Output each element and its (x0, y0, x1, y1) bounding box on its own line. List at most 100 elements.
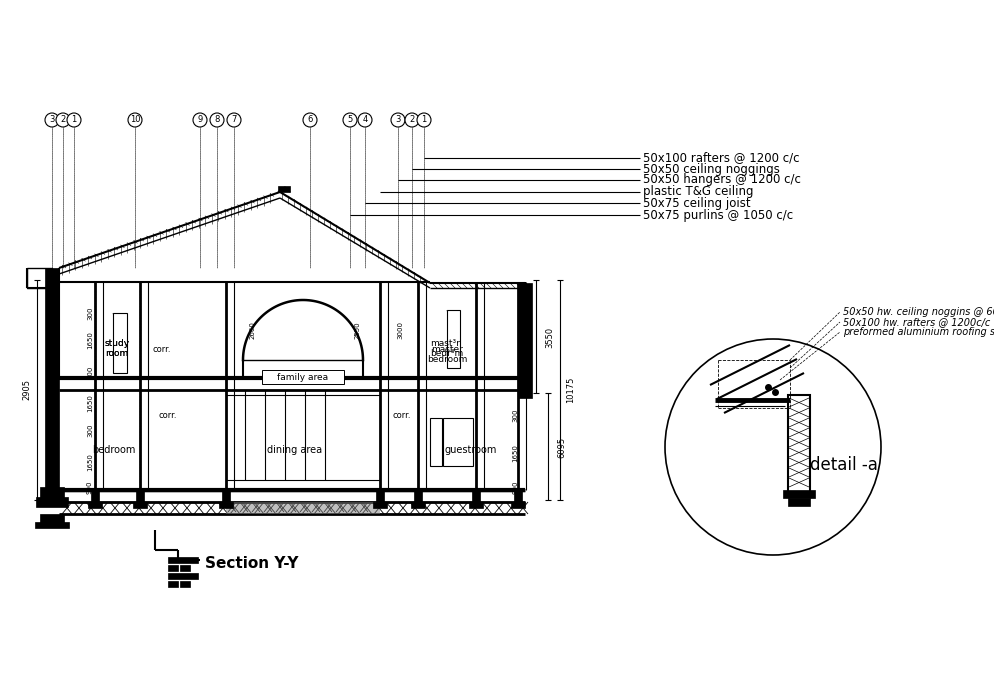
Text: dining area: dining area (267, 445, 322, 455)
Text: 5: 5 (347, 115, 352, 124)
Circle shape (405, 113, 418, 127)
Text: 300: 300 (86, 306, 92, 320)
Text: 6: 6 (307, 115, 312, 124)
Bar (136, 490, 144, 502)
Bar (787, 498, 809, 506)
Bar (27, 268, 52, 288)
Text: 2: 2 (61, 115, 66, 124)
Text: 3: 3 (50, 115, 55, 124)
Bar (429, 418, 441, 466)
Text: room: room (105, 348, 128, 358)
Bar (180, 565, 190, 571)
Text: 3550: 3550 (545, 327, 554, 348)
Bar (226, 502, 380, 514)
Bar (376, 490, 384, 502)
Bar (277, 186, 289, 192)
Circle shape (45, 113, 59, 127)
Circle shape (56, 113, 70, 127)
Text: 3: 3 (395, 115, 401, 124)
Bar (511, 502, 525, 508)
Text: master: master (430, 346, 462, 354)
Circle shape (358, 113, 372, 127)
Text: study: study (104, 339, 129, 348)
Text: 900: 900 (86, 480, 92, 494)
Text: corr.: corr. (159, 411, 177, 420)
Text: 2550: 2550 (355, 321, 361, 339)
Text: 10175: 10175 (566, 377, 575, 403)
Bar (168, 557, 198, 563)
Text: bedr³m: bedr³m (429, 350, 463, 359)
Text: 2660: 2660 (249, 321, 255, 339)
Text: room: room (105, 348, 128, 358)
Circle shape (391, 113, 405, 127)
Text: 50x75 purlins @ 1050 c/c: 50x75 purlins @ 1050 c/c (642, 208, 792, 221)
Text: 50x100 hw. rafters @ 1200c/c: 50x100 hw. rafters @ 1200c/c (842, 317, 989, 327)
Text: 50x50 ceiling noggings: 50x50 ceiling noggings (642, 162, 779, 175)
Text: family area: family area (277, 373, 328, 382)
Text: 6095: 6095 (557, 437, 566, 458)
Text: 900: 900 (512, 480, 518, 494)
Bar (514, 490, 522, 502)
Text: 3000: 3000 (397, 321, 403, 339)
Bar (471, 490, 479, 502)
Bar (222, 490, 230, 502)
Circle shape (227, 113, 241, 127)
Text: corr.: corr. (393, 411, 411, 420)
Bar (45, 268, 59, 498)
Bar (373, 502, 387, 508)
Text: 1650: 1650 (86, 394, 92, 412)
Bar (133, 502, 147, 508)
Bar (782, 490, 814, 498)
Text: 8: 8 (214, 115, 220, 124)
Text: 4: 4 (362, 115, 367, 124)
Text: bedroom: bedroom (92, 445, 135, 455)
Circle shape (67, 113, 81, 127)
Text: 50x50 hw. ceiling noggins @ 600c/c: 50x50 hw. ceiling noggins @ 600c/c (842, 307, 994, 317)
Text: 1650: 1650 (86, 453, 92, 471)
Text: 50x75 ceiling joist: 50x75 ceiling joist (642, 196, 749, 210)
Text: 2: 2 (409, 115, 414, 124)
Circle shape (210, 113, 224, 127)
Bar (442, 418, 472, 466)
Text: guestroom: guestroom (444, 445, 497, 455)
Text: 10: 10 (129, 115, 140, 124)
Bar (446, 310, 459, 368)
Bar (261, 370, 344, 384)
Bar (87, 502, 102, 508)
Text: 1: 1 (420, 115, 426, 124)
Text: 1: 1 (72, 115, 77, 124)
Bar (40, 487, 64, 505)
Text: study: study (104, 339, 129, 348)
Text: 500: 500 (86, 365, 92, 379)
Bar (411, 502, 424, 508)
Text: 300: 300 (512, 408, 518, 422)
Text: 300: 300 (86, 423, 92, 437)
Text: 50x50 hangers @ 1200 c/c: 50x50 hangers @ 1200 c/c (642, 174, 800, 187)
Bar (36, 497, 68, 507)
Text: 1650: 1650 (86, 331, 92, 349)
Text: bedroom: bedroom (426, 356, 467, 365)
Text: corr.: corr. (153, 346, 171, 354)
Text: plastic T&G ceiling: plastic T&G ceiling (642, 185, 752, 198)
Bar (35, 522, 69, 528)
Bar (168, 565, 178, 571)
Bar (414, 490, 421, 502)
Text: preformed aluminium roofing sheets: preformed aluminium roofing sheets (842, 327, 994, 337)
Bar (168, 573, 198, 579)
Text: 50x100 rafters @ 1200 c/c: 50x100 rafters @ 1200 c/c (642, 151, 799, 164)
Text: 7: 7 (231, 115, 237, 124)
Text: 1650: 1650 (512, 444, 518, 462)
Text: Section Y-Y: Section Y-Y (205, 555, 298, 570)
Bar (168, 581, 178, 587)
Bar (180, 581, 190, 587)
Bar (219, 502, 233, 508)
Bar (787, 395, 809, 495)
Circle shape (193, 113, 207, 127)
Bar (113, 313, 127, 373)
Text: mast³r: mast³r (429, 339, 459, 348)
Circle shape (416, 113, 430, 127)
Circle shape (303, 113, 317, 127)
Bar (518, 283, 532, 398)
Text: 2905: 2905 (22, 380, 31, 401)
Bar (468, 502, 482, 508)
